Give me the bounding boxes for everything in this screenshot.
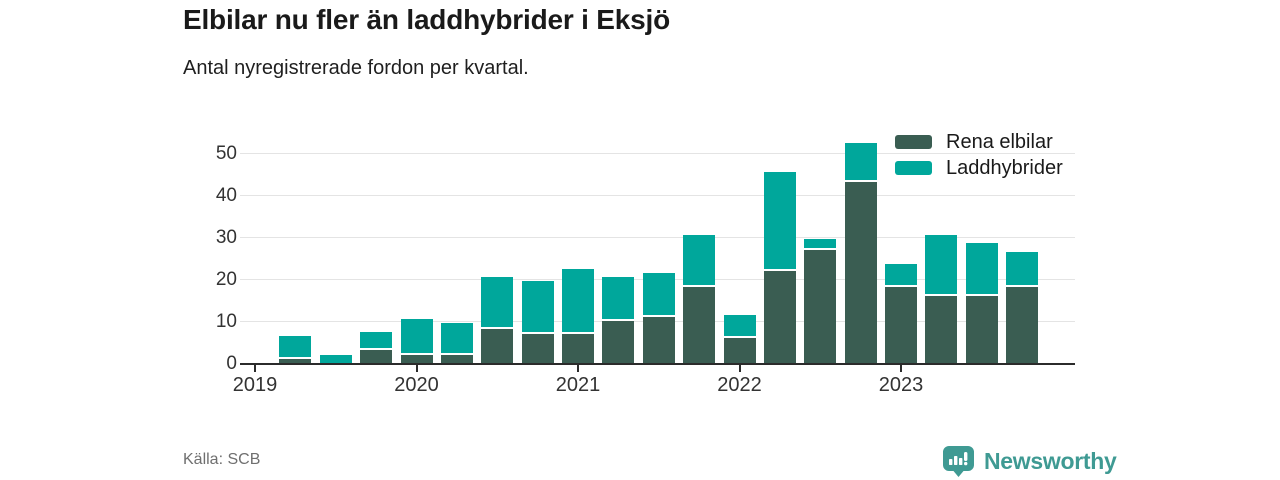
segment-laddhybrider — [602, 277, 635, 319]
x-axis-tick — [738, 365, 741, 372]
bar-2021-q3 — [642, 272, 675, 363]
segment-rena-elbilar — [440, 352, 473, 363]
bar-2023-q4 — [1006, 251, 1039, 363]
segment-rena-elbilar — [723, 335, 756, 363]
x-axis-tick — [900, 365, 902, 372]
segment-laddhybrider — [763, 172, 796, 269]
x-axis-tick — [577, 365, 579, 372]
bar-2022-q3 — [804, 239, 837, 363]
bar-2019-q3 — [319, 353, 352, 363]
x-axis-tick-label: 2023 — [878, 374, 924, 396]
legend-label: Laddhybrider — [946, 156, 1063, 179]
x-axis-tick-label: 2019 — [232, 374, 278, 396]
segment-rena-elbilar — [683, 285, 716, 363]
x-axis-tick-label: 2021 — [555, 374, 601, 396]
segment-rena-elbilar — [521, 331, 554, 363]
segment-rena-elbilar — [481, 327, 514, 363]
bar-2022-q2 — [763, 172, 796, 363]
y-axis-tick-label: 30 — [215, 227, 237, 248]
newsworthy-logo: Newsworthy — [942, 445, 1117, 478]
newsworthy-bubble-chart-icon — [943, 446, 974, 477]
gridline-y30 — [240, 237, 1075, 238]
segment-rena-elbilar — [1006, 285, 1039, 363]
bar-2023-q3 — [965, 243, 998, 363]
segment-laddhybrider — [319, 354, 352, 363]
segment-laddhybrider — [804, 239, 837, 248]
segment-laddhybrider — [885, 264, 917, 286]
segment-rena-elbilar — [562, 331, 594, 363]
bar-2019-q2 — [279, 335, 312, 363]
segment-laddhybrider — [440, 323, 473, 353]
bar-2021-q2 — [602, 277, 635, 363]
bar-2021-q4 — [683, 235, 716, 363]
legend-swatch-laddhybrider — [895, 161, 932, 175]
segment-rena-elbilar — [642, 314, 675, 363]
segment-rena-elbilar — [400, 352, 433, 363]
bar-2021-q1 — [562, 268, 594, 363]
chart-title: Elbilar nu fler än laddhybrider i Eksjö — [183, 4, 670, 35]
segment-rena-elbilar — [763, 268, 796, 363]
x-axis-line — [240, 363, 1075, 365]
y-axis-tick-label: 20 — [215, 269, 237, 290]
chart-legend: Rena elbilar Laddhybrider — [895, 129, 1063, 181]
y-axis-tick-label: 10 — [215, 311, 237, 332]
segment-laddhybrider — [844, 142, 877, 181]
gridline-y40 — [240, 195, 1075, 196]
newsworthy-wordmark: Newsworthy — [984, 448, 1117, 474]
legend-item-rena-elbilar: Rena elbilar — [895, 129, 1063, 155]
segment-rena-elbilar — [279, 356, 312, 363]
bar-2022-q4 — [844, 142, 877, 363]
legend-swatch-rena-elbilar — [895, 135, 932, 149]
segment-laddhybrider — [481, 277, 514, 328]
bar-2022-q1 — [723, 314, 756, 363]
segment-laddhybrider — [723, 314, 756, 336]
segment-laddhybrider — [683, 235, 716, 286]
bar-2020-q2 — [440, 323, 473, 363]
segment-laddhybrider — [360, 331, 393, 349]
bar-2020-q4 — [521, 281, 554, 363]
segment-laddhybrider — [521, 281, 554, 332]
segment-laddhybrider — [925, 235, 958, 294]
x-axis-tick-label: 2022 — [717, 374, 762, 396]
x-axis-tick — [254, 365, 256, 372]
bar-2020-q1 — [400, 319, 433, 363]
bar-2023-q1 — [885, 264, 917, 363]
segment-laddhybrider — [562, 268, 594, 332]
legend-label: Rena elbilar — [946, 130, 1053, 153]
segment-rena-elbilar — [885, 285, 917, 363]
bar-2023-q2 — [925, 235, 958, 363]
segment-rena-elbilar — [804, 247, 837, 363]
segment-rena-elbilar — [925, 293, 958, 363]
segment-rena-elbilar — [602, 319, 635, 363]
legend-item-laddhybrider: Laddhybrider — [895, 155, 1063, 181]
bar-2019-q4 — [360, 331, 393, 363]
x-axis-tick-label: 2020 — [394, 374, 439, 396]
y-axis-tick-label: 50 — [215, 143, 237, 164]
segment-rena-elbilar — [844, 180, 877, 363]
segment-laddhybrider — [965, 243, 998, 294]
bar-2020-q3 — [481, 277, 514, 363]
y-axis-tick-label: 0 — [226, 353, 237, 374]
segment-laddhybrider — [642, 272, 675, 315]
segment-laddhybrider — [1006, 251, 1039, 286]
segment-rena-elbilar — [965, 293, 998, 363]
segment-rena-elbilar — [360, 348, 393, 363]
segment-laddhybrider — [400, 319, 433, 353]
segment-laddhybrider — [279, 335, 312, 357]
y-axis-tick-label: 40 — [215, 185, 237, 206]
gridline-y50 — [240, 153, 1075, 154]
chart-subtitle: Antal nyregistrerade fordon per kvartal. — [183, 57, 529, 79]
x-axis-tick — [415, 365, 418, 372]
source-caption: Källa: SCB — [183, 451, 261, 468]
